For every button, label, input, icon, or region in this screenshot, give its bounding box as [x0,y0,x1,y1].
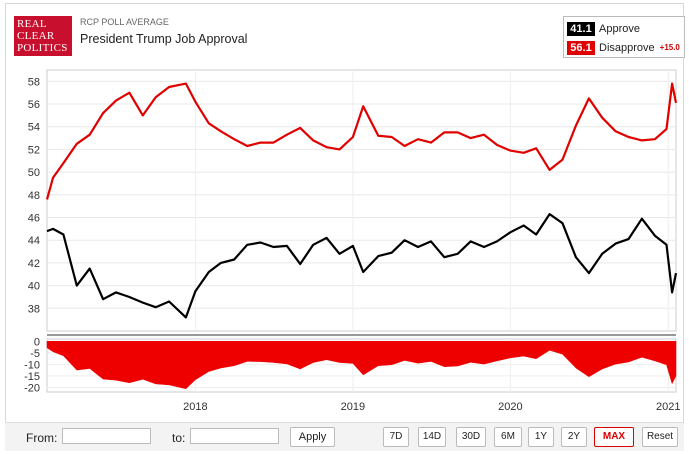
spread-y-axis: 0-5-10-15-20 [24,336,40,394]
chart-canvas: 38 40 42 44 46 48 50 52 54 56 58 0-5-10-15-20 2018… [24,69,680,413]
main-y-tick-label: 40 [28,281,40,293]
spread-y-tick-label: -10 [24,359,40,371]
from-date-input[interactable] [62,428,151,444]
spread-y-tick-label: -15 [24,371,40,383]
main-y-tick-label: 38 [28,303,40,315]
chart-title: President Trump Job Approval [80,32,248,46]
x-tick-label: 2018 [183,401,207,413]
main-y-tick-label: 56 [28,99,40,111]
main-y-tick-label: 42 [28,258,40,270]
range-max-button[interactable]: MAX [594,427,634,447]
spread-y-tick-label: 0 [34,336,40,348]
disapprove-line [45,82,678,200]
approve-line [46,213,678,319]
spread-area [46,341,677,390]
legend-approve[interactable]: 41.1 Approve [567,21,640,36]
to-date-input[interactable] [190,428,279,444]
apply-button[interactable]: Apply [290,427,335,447]
rcp-logo[interactable]: REAL CLEAR POLITICS [14,16,72,56]
approve-label: Approve [599,22,640,35]
main-y-tick-label: 44 [28,235,40,247]
main-y-tick-label: 50 [28,167,40,179]
logo-line-2: CLEAR [17,30,55,42]
date-range-controls: From: to: Apply 7D 14D 30D 6M 1Y 2Y MAX … [5,422,684,451]
approve-value-badge: 41.1 [567,21,595,36]
logo-line-1: REAL [17,18,47,30]
range-30d-button[interactable]: 30D [456,427,486,447]
main-plot-frame [46,69,677,332]
spread-y-tick-label: -5 [30,348,40,360]
main-y-tick-label: 48 [28,190,40,202]
reset-button[interactable]: Reset [642,427,678,447]
logo-line-3: POLITICS [17,42,68,54]
range-1y-button[interactable]: 1Y [528,427,554,447]
from-label: From: [26,431,58,445]
range-7d-button[interactable]: 7D [383,427,409,447]
legend-box: 41.1 Approve 56.1 Disapprove +15.0 [563,16,685,58]
range-2y-button[interactable]: 2Y [561,427,587,447]
range-14d-button[interactable]: 14D [418,427,446,447]
legend-disapprove[interactable]: 56.1 Disapprove +15.0 [567,40,680,55]
main-y-tick-label: 52 [28,144,40,156]
main-grid [46,69,677,332]
main-y-axis: 38 40 42 44 46 48 50 52 54 56 58 [28,76,40,315]
to-label: to: [172,431,186,445]
main-y-tick-label: 46 [28,213,40,225]
x-tick-label: 2019 [341,401,365,413]
x-axis: 2018 2019 2020 2021 [183,401,680,413]
spread-y-tick-label: -20 [24,382,40,394]
disapprove-label: Disapprove [599,41,655,54]
spread-layer [46,341,677,390]
range-6m-button[interactable]: 6M [494,427,522,447]
x-tick-label: 2021 [656,401,680,413]
series-layer [45,82,678,319]
spread-value: +15.0 [659,43,680,52]
disapprove-value-badge: 56.1 [567,40,595,55]
x-tick-label: 2020 [498,401,522,413]
chart-subtitle: RCP POLL AVERAGE [80,17,169,27]
main-y-tick-label: 54 [28,122,40,134]
main-y-tick-label: 58 [28,76,40,88]
